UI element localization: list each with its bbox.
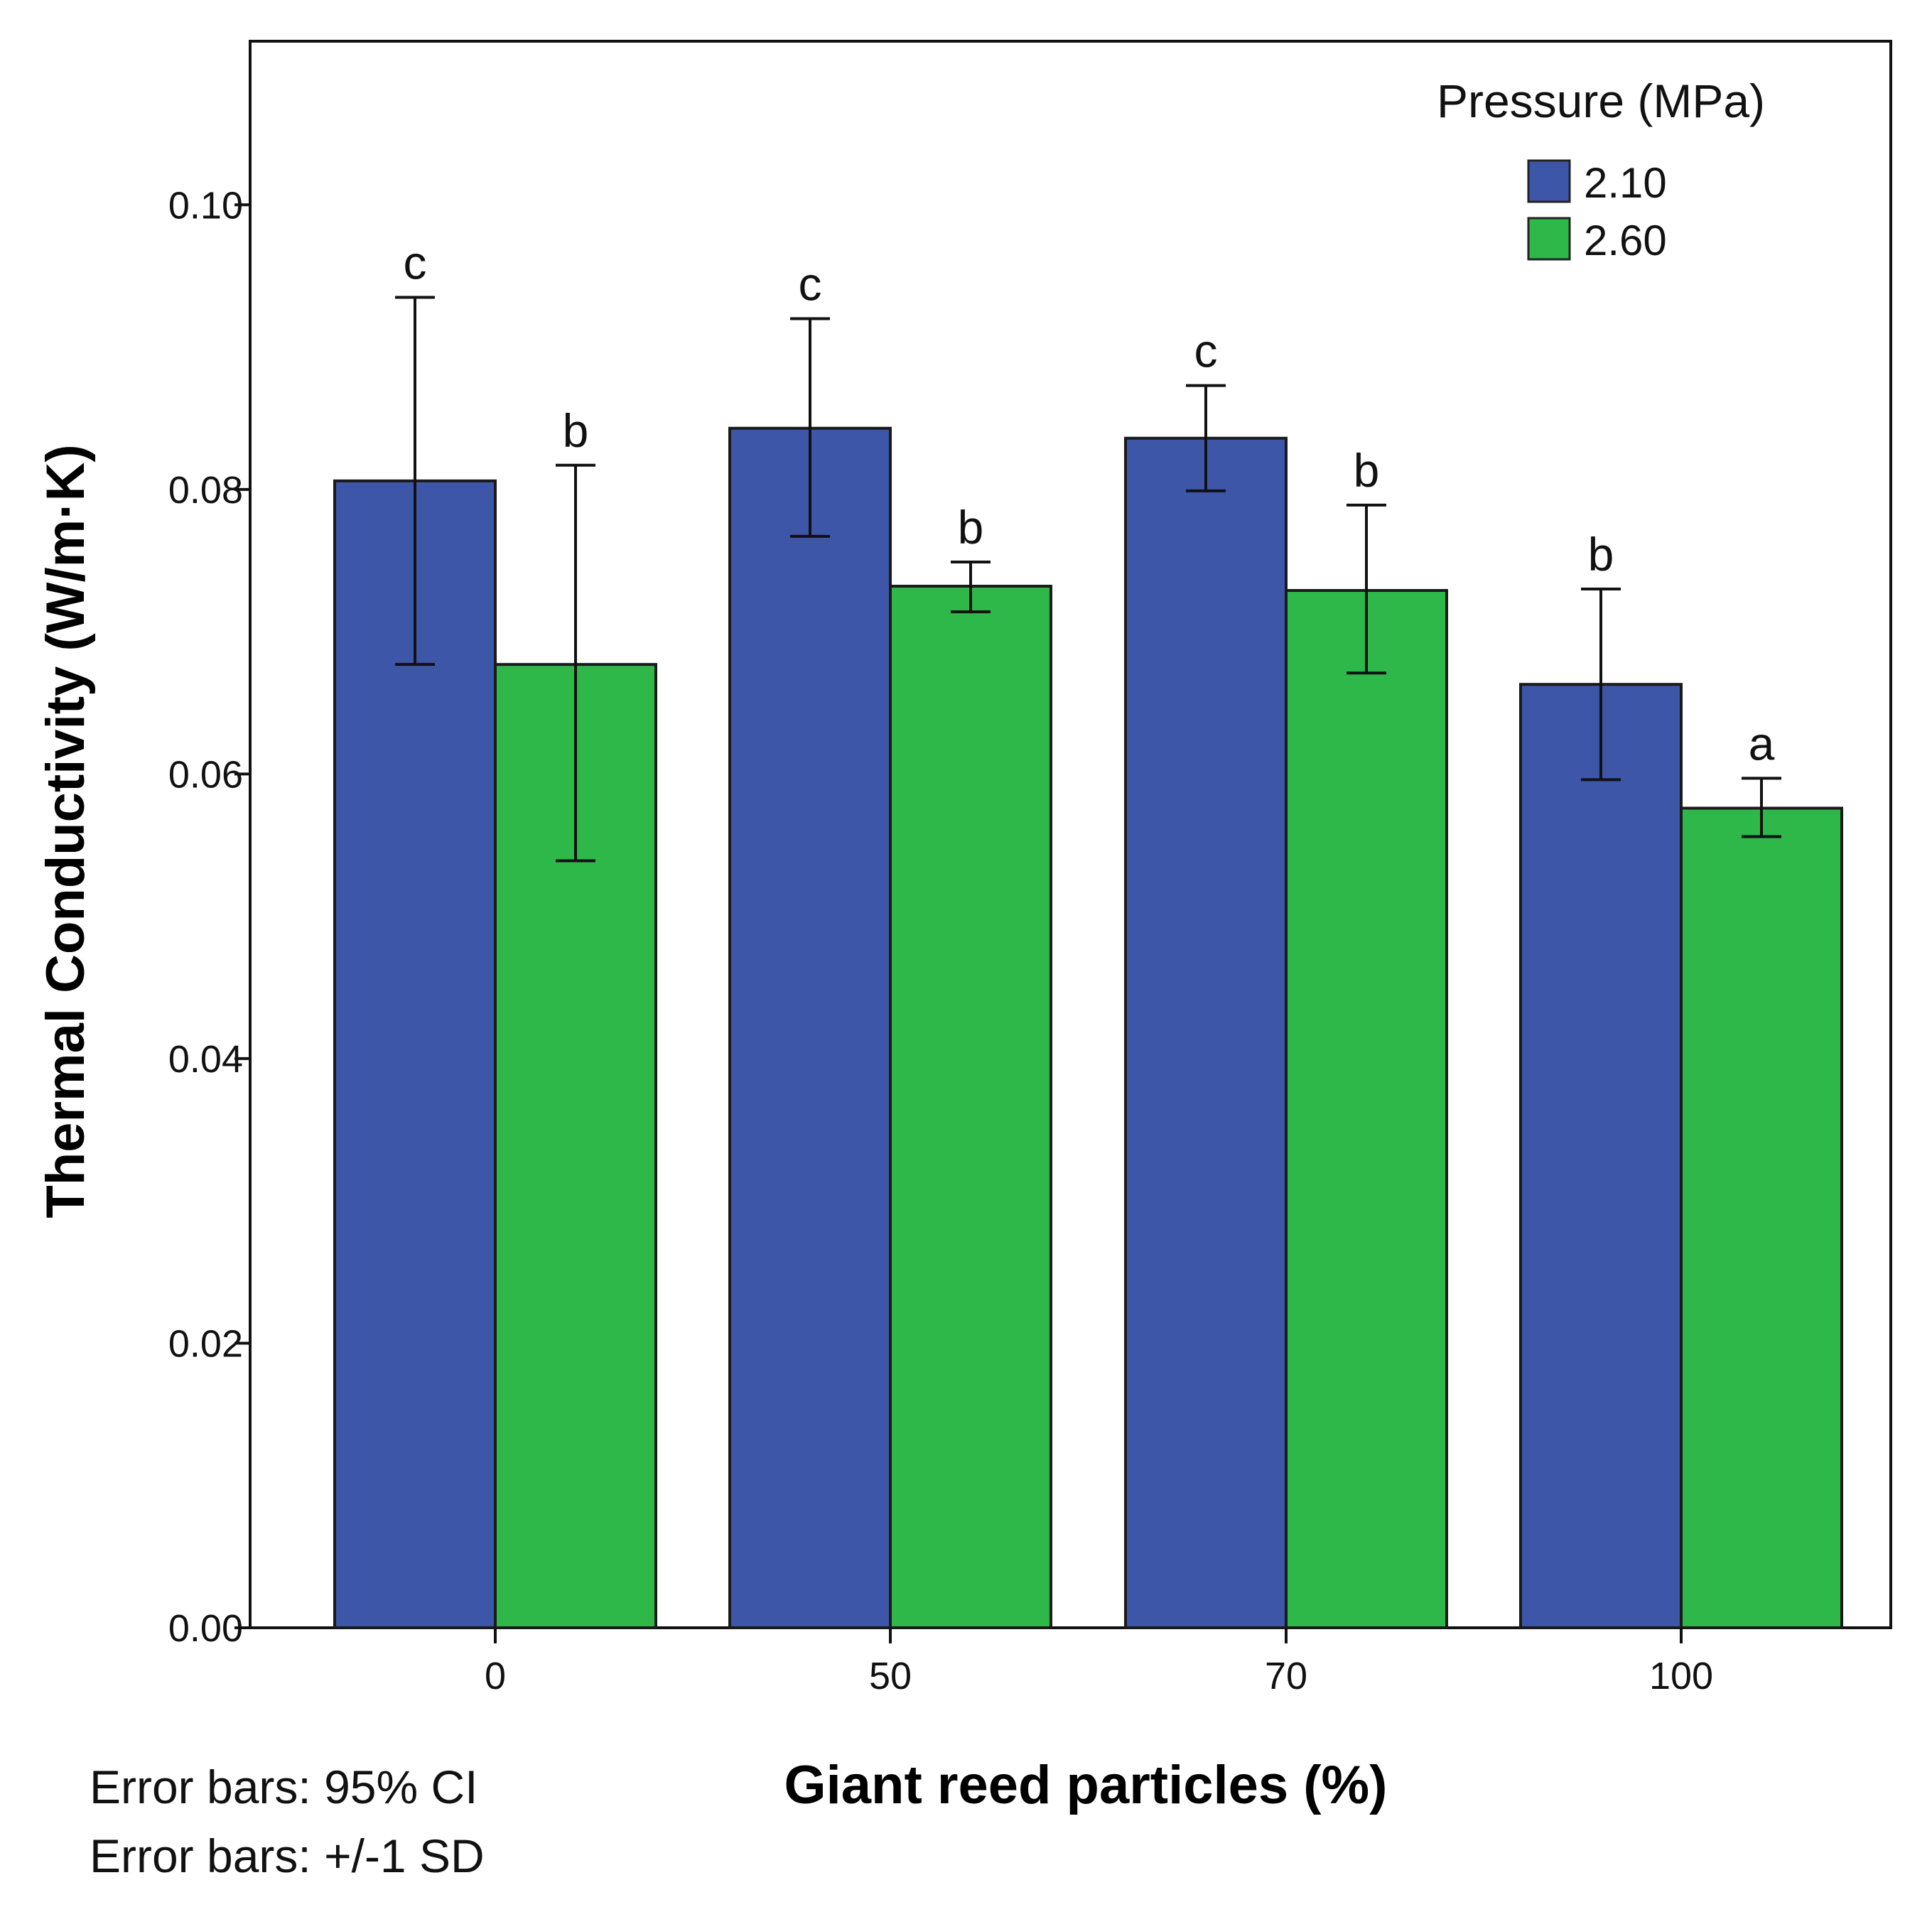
y-tick-label: 0.06 [168,753,243,796]
error-bar-2-60-100 [1742,777,1781,838]
significance-label: b [958,501,984,553]
significance-label: c [1194,325,1218,377]
error-bars-layer [395,296,1781,863]
y-tick-label: 0.10 [168,184,243,227]
bar-2-10-50 [728,426,892,1629]
legend-label-2-10: 2.10 [1584,159,1667,207]
bars-layer [333,426,1843,1629]
bar-2-10-70 [1124,436,1288,1629]
x-axis: 0 50 70 100 [485,1628,1713,1697]
significance-label: a [1749,717,1775,769]
y-tick-label: 0.04 [168,1038,243,1081]
significance-label: c [404,236,427,288]
plot-frame [249,40,1892,1629]
error-bar-2-10-70 [1186,384,1226,492]
y-tick-label: 0.00 [168,1607,243,1650]
y-tick-label: 0.02 [168,1322,243,1365]
bar-2-60-50 [889,585,1052,1629]
y-axis-title: Thermal Conductivity (W/m·K) [36,444,96,1218]
legend-label-2-60: 2.60 [1584,217,1667,264]
bar-2-60-100 [1680,806,1843,1629]
bar-2-60-70 [1285,589,1448,1629]
note-sd: Error bars: +/-1 SD [90,1830,485,1882]
significance-label: b [1354,444,1380,497]
significance-label: b [1588,528,1614,580]
error-bar-2-10-0 [395,296,435,666]
x-tick-label: 0 [485,1655,506,1697]
significance-label: c [799,258,822,310]
error-bar-2-10-50 [790,317,830,538]
y-tick-label: 0.08 [168,469,243,512]
significance-label: b [563,404,589,457]
error-bar-2-60-50 [951,560,991,614]
x-tick-label: 100 [1649,1655,1713,1697]
legend: Pressure (MPa) 2.10 2.60 [1437,75,1765,264]
x-tick-label: 50 [869,1655,912,1697]
bar-2-10-100 [1519,683,1683,1629]
legend-title: Pressure (MPa) [1437,75,1765,127]
error-bar-2-60-70 [1347,503,1386,675]
error-bar-2-60-0 [556,463,595,863]
legend-swatch-2-10 [1527,159,1571,203]
note-ci: Error bars: 95% CI [90,1761,478,1813]
x-tick-label: 70 [1265,1655,1307,1697]
legend-swatch-2-60 [1527,217,1571,261]
significance-labels-layer: c c c b b b b a [404,236,1775,769]
error-bar-2-10-100 [1581,588,1621,782]
x-axis-title: Giant reed particles (%) [784,1755,1388,1815]
y-axis: 0.00 0.02 0.04 0.06 0.08 0.10 [168,184,250,1650]
